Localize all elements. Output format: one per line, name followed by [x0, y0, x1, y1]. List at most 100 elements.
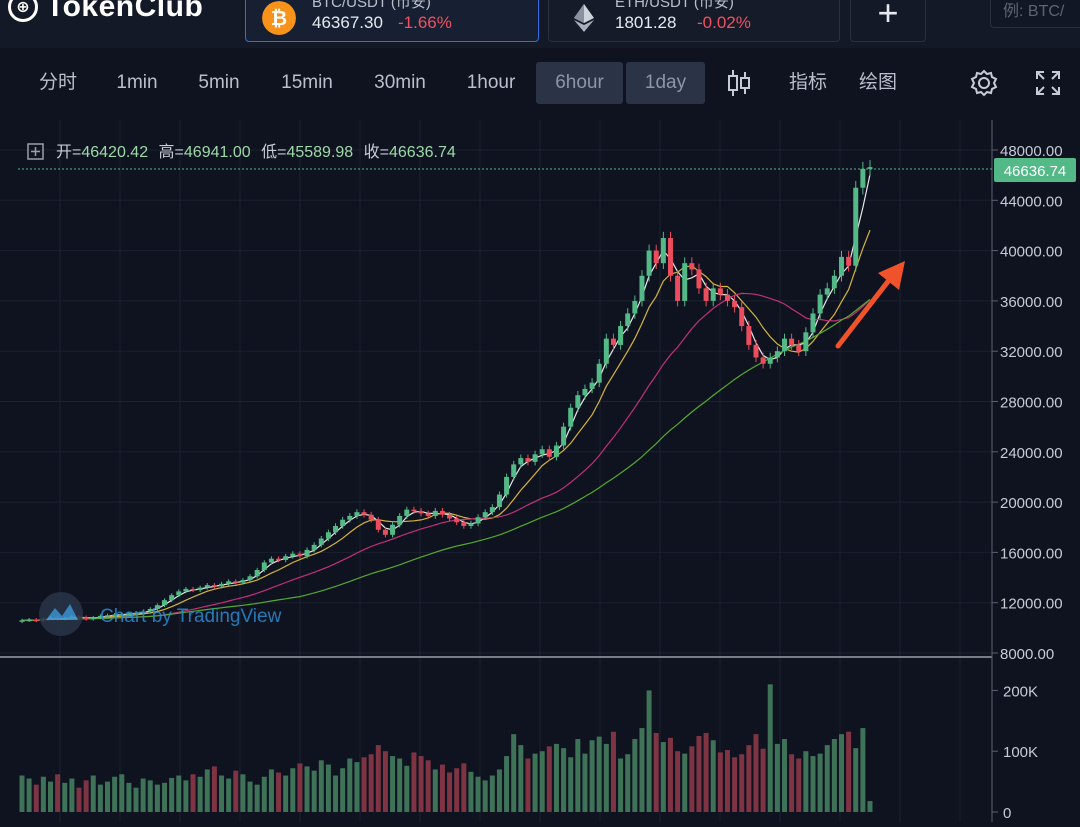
candle-body [618, 326, 624, 345]
volume-bar [119, 774, 125, 812]
volume-bar [789, 754, 795, 812]
interval-1day[interactable]: 1day [626, 62, 705, 104]
ticker-btc[interactable]: ₿ BTC/USDT (币安) 46367.30 -1.66% [245, 0, 539, 42]
volume-bar [176, 775, 182, 812]
indicators-button[interactable]: 指标 [788, 72, 827, 93]
volume-bar [333, 775, 339, 812]
volume-bar [62, 782, 68, 812]
svg-text:₿: ₿ [271, 8, 287, 30]
candle-body [226, 581, 232, 584]
candle-body [846, 256, 852, 266]
last-price-tag [994, 158, 1076, 182]
add-ticker-button[interactable]: + [850, 0, 926, 42]
interval-15min[interactable]: 15min [281, 72, 333, 93]
volume-bar [596, 736, 602, 812]
volume-bar [610, 731, 616, 812]
interval-1min[interactable]: 1min [116, 72, 158, 93]
candle-body [432, 510, 438, 516]
top-bar: ⊕ TokenClub ₿ BTC/USDT (币安) 46367.30 -1.… [0, 0, 1080, 48]
interval-1hour[interactable]: 1hour [466, 72, 516, 93]
volume-bar [439, 764, 445, 812]
volume-bar [653, 732, 659, 812]
candle-body [404, 509, 410, 516]
candle-body [354, 512, 360, 516]
volume-bar [489, 775, 495, 812]
volume-bar [468, 771, 474, 812]
search-input[interactable] [991, 0, 1080, 21]
volume-bar [290, 768, 296, 812]
candle-body [803, 332, 809, 352]
candle-body [190, 588, 196, 591]
svg-text:开=46420.42 高=46941.00: 开=46420.42 高=46941.00 低=45589.98 收=46636… [56, 143, 456, 161]
candle-body [610, 338, 616, 345]
volume-bar [325, 764, 331, 812]
volume-bar [105, 781, 111, 812]
candle-body [682, 263, 688, 301]
candle-body [774, 351, 780, 358]
interval-30min[interactable]: 30min [374, 72, 426, 93]
volume-bar [518, 745, 524, 812]
volume-bar [682, 753, 688, 812]
settings-icon[interactable] [963, 62, 1005, 104]
volume-bar [703, 732, 709, 812]
candle-body [154, 605, 160, 609]
volume-bar [461, 763, 467, 812]
volume-bar [397, 758, 403, 812]
volume-bar [318, 760, 324, 812]
ticker-pair: ETH/USDT (币安) [615, 0, 734, 11]
candle-body [233, 581, 239, 583]
candle-body [504, 476, 510, 495]
ma-slow-line [21, 292, 871, 621]
candle-body [625, 313, 631, 327]
close-value: 46636.74 [389, 144, 456, 161]
draw-button[interactable]: 绘图 [858, 72, 897, 93]
candle-body [290, 553, 296, 557]
volume-bar [575, 739, 581, 812]
interval-6hour[interactable]: 6hour [536, 62, 623, 104]
volume-bar [297, 763, 303, 812]
volume-bar [774, 743, 780, 812]
candles [19, 160, 873, 624]
candle-body [411, 509, 417, 512]
candle-body [482, 512, 488, 518]
candle-body [90, 617, 96, 620]
candle-body [147, 608, 153, 612]
volume-bar [511, 734, 517, 812]
volume-bar [154, 784, 160, 812]
candle-body [97, 615, 103, 618]
logo[interactable]: ⊕ TokenClub [8, 0, 203, 24]
volume-bar [839, 734, 844, 812]
interval-fenshi[interactable]: 分时 [38, 72, 77, 93]
volume-bar [226, 778, 232, 812]
volume-bar [496, 769, 502, 812]
chart-area[interactable]: 48000.00 44000.00 40000.00 36000.00 32000.00… [0, 120, 1080, 822]
volume-bar [860, 728, 866, 812]
volume-bar [190, 774, 196, 812]
fullscreen-icon[interactable] [1027, 62, 1069, 104]
volume-bar [375, 745, 381, 812]
low-value: 45589.98 [286, 144, 353, 161]
volume-bar [589, 740, 595, 812]
interval-5min[interactable]: 5min [198, 72, 240, 93]
tokenclub-logo-icon: ⊕ [8, 0, 38, 22]
volume-bars [19, 684, 873, 812]
volume-bar [824, 745, 830, 812]
candlestick-icon[interactable] [718, 62, 760, 104]
volume-bar [19, 775, 25, 812]
candle-body [439, 510, 445, 515]
last-price-text: 46636.74 [1004, 163, 1067, 180]
volume-bar [432, 769, 438, 812]
candle-body [176, 591, 182, 596]
candle-body [646, 250, 652, 276]
search-box[interactable] [990, 0, 1080, 28]
volume-bar [810, 756, 816, 812]
candle-body [140, 611, 146, 614]
volume-bar [76, 787, 82, 812]
ticker-change: -1.66% [398, 13, 452, 32]
ticker-pair: BTC/USDT (币安) [312, 0, 431, 11]
candle-body [105, 615, 111, 617]
price-chart[interactable]: 48000.00 44000.00 40000.00 36000.00 32000.00… [0, 120, 1080, 822]
volume-bar [760, 748, 766, 812]
candle-body [397, 515, 403, 525]
ticker-eth[interactable]: ETH/USDT (币安) 1801.28 -0.02% [548, 0, 840, 42]
